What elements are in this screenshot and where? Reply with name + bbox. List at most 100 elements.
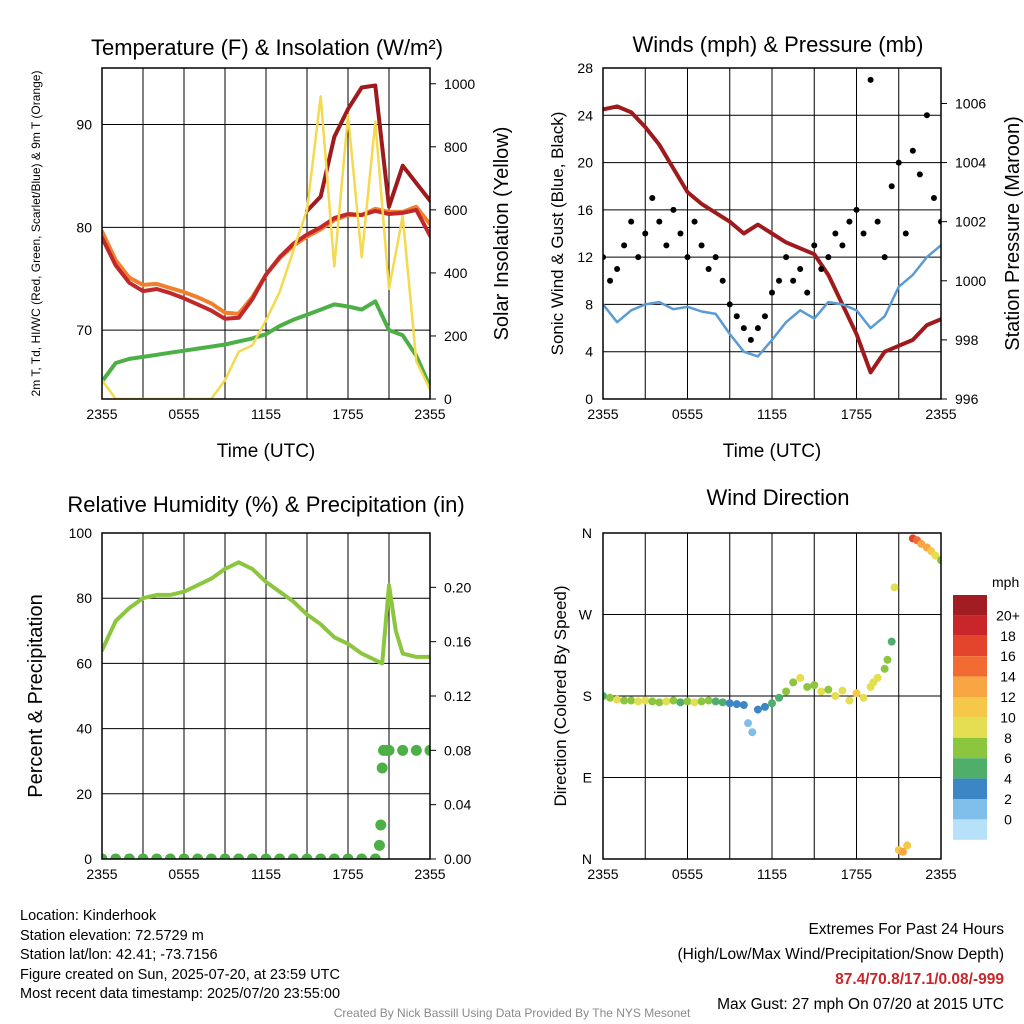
legend-label: 0	[1004, 811, 1012, 827]
direction-point	[634, 697, 643, 706]
y-tick-label: 4	[585, 344, 593, 360]
direction-point	[739, 701, 748, 710]
direction-point	[753, 705, 762, 714]
y-axis-label: Sonic Wind & Gust (Blue, Black)	[548, 112, 567, 356]
legend-label: 20+	[996, 607, 1020, 623]
legend-label: 16	[1000, 648, 1016, 664]
gust-point	[642, 230, 649, 237]
legend-swatch	[953, 697, 987, 718]
legend-swatch	[953, 799, 987, 820]
precipitation-point	[137, 853, 149, 859]
y-right-tick-label: 1004	[955, 155, 986, 171]
x-tick-label: 2355	[414, 866, 445, 882]
gust-point	[909, 147, 916, 154]
gust-point	[705, 265, 712, 272]
panel-title: Wind Direction	[706, 485, 849, 510]
y-tick-label: 100	[69, 525, 93, 541]
gust-point	[754, 325, 761, 332]
legend-swatch	[953, 758, 987, 779]
gust-point	[726, 301, 733, 308]
x-tick-label: 0555	[168, 406, 199, 422]
legend-label: 14	[1000, 669, 1016, 685]
station-pressure-line	[603, 104, 941, 375]
direction-point	[903, 841, 912, 850]
legend-label: 8	[1004, 730, 1012, 746]
solar-insolation-line	[102, 95, 430, 399]
gust-point	[811, 242, 818, 249]
x-tick-label: 2355	[587, 406, 618, 422]
legend-swatch	[953, 778, 987, 799]
precipitation-point	[274, 853, 286, 859]
gust-point	[874, 218, 881, 225]
y-tick-label: 80	[76, 219, 92, 235]
direction-point	[627, 696, 636, 705]
y-tick-label: 28	[577, 60, 593, 76]
direction-point	[690, 698, 699, 707]
y-tick-label: 70	[76, 322, 92, 338]
y-tick-label: 0	[585, 391, 593, 407]
precipitation-point	[315, 853, 327, 859]
plot-frame	[101, 532, 431, 860]
y-axis-right-label: Station Pressure (Maroon)	[1002, 116, 1024, 351]
x-tick-label: 1755	[332, 406, 363, 422]
panel-3: Relative Humidity (%) & Precipitation (i…	[25, 492, 471, 882]
precipitation-point	[369, 853, 381, 859]
precipitation-point	[376, 762, 388, 774]
direction-point	[648, 697, 657, 706]
y-tick-label: 20	[577, 155, 593, 171]
x-tick-label: 0555	[672, 406, 703, 422]
direction-point	[931, 551, 940, 560]
gust-point	[677, 230, 684, 237]
precipitation-point	[424, 744, 430, 756]
gust-point	[649, 195, 656, 202]
precipitation-point	[301, 853, 313, 859]
precipitation-point	[373, 839, 385, 851]
y-tick-label: 12	[577, 249, 593, 265]
gust-point	[825, 254, 832, 261]
precipitation-point	[375, 819, 387, 831]
data-layer	[102, 83, 430, 399]
legend-swatch	[953, 615, 987, 636]
panel-title: Relative Humidity (%) & Precipitation (i…	[67, 492, 464, 517]
precipitation-point	[246, 853, 258, 859]
relative-humidity-line	[102, 560, 430, 666]
gust-point	[797, 265, 804, 272]
y-tick-label: N	[582, 851, 592, 867]
precipitation-point	[219, 853, 231, 859]
direction-point	[620, 696, 629, 705]
gust-point	[853, 206, 860, 213]
legend-swatch	[953, 717, 987, 738]
direction-point	[711, 697, 720, 706]
gust-point	[628, 218, 635, 225]
gust-point	[790, 277, 797, 284]
extremes-title: Extremes For Past 24 Hours	[808, 921, 1004, 938]
direction-point	[641, 696, 650, 705]
x-tick-label: 2355	[86, 866, 117, 882]
legend-swatch	[953, 635, 987, 657]
direction-point	[873, 673, 882, 682]
data-layer	[603, 76, 941, 375]
panel-1: Temperature (F) & Insolation (W/m²)2355 0…	[29, 35, 513, 462]
y-right-tick-label: 0.20	[444, 579, 471, 595]
gust-point	[839, 242, 846, 249]
y-right-tick-label: 0.00	[444, 851, 471, 867]
y-right-tick-label: 200	[444, 328, 468, 344]
precipitation-point	[383, 744, 395, 756]
x-tick-label: 0555	[672, 866, 703, 882]
gust-point	[776, 277, 783, 284]
direction-point	[760, 702, 769, 711]
gust-point	[670, 206, 677, 213]
precipitation-point	[397, 744, 409, 756]
station-latlon: Station lat/lon: 42.41; -73.7156	[20, 947, 218, 963]
y-right-tick-label: 1000	[444, 76, 475, 92]
gust-point	[719, 277, 726, 284]
x-tick-label: 1755	[841, 866, 872, 882]
x-tick-label: 2355	[925, 866, 956, 882]
y-tick-label: 60	[76, 655, 92, 671]
precipitation-point	[123, 853, 135, 859]
direction-point	[683, 697, 692, 706]
gust-point	[733, 313, 740, 320]
y-tick-label: 16	[577, 202, 593, 218]
direction-point	[768, 699, 776, 708]
